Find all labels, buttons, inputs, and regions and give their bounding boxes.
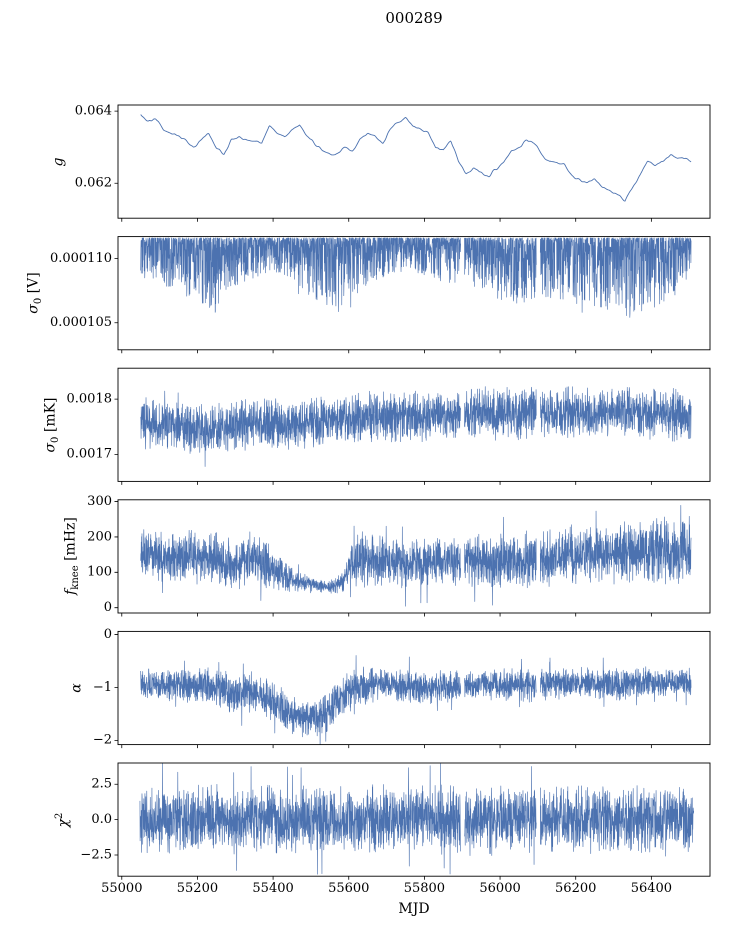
y-axis-label-g: g [50, 157, 67, 167]
y-axis-label-sigma0-v: σ0 [V] [25, 272, 45, 314]
y-axis-label-sigma0-mk: σ0 [mK] [41, 397, 61, 453]
x-axis-label: MJD [398, 901, 430, 917]
y-axis-label-alpha: α [68, 683, 85, 693]
y-axis-label-chi2: χ2 [54, 812, 72, 828]
chart-title: 000289 [385, 9, 443, 27]
y-axis-label-fknee: fknee [mHz] [62, 517, 82, 596]
